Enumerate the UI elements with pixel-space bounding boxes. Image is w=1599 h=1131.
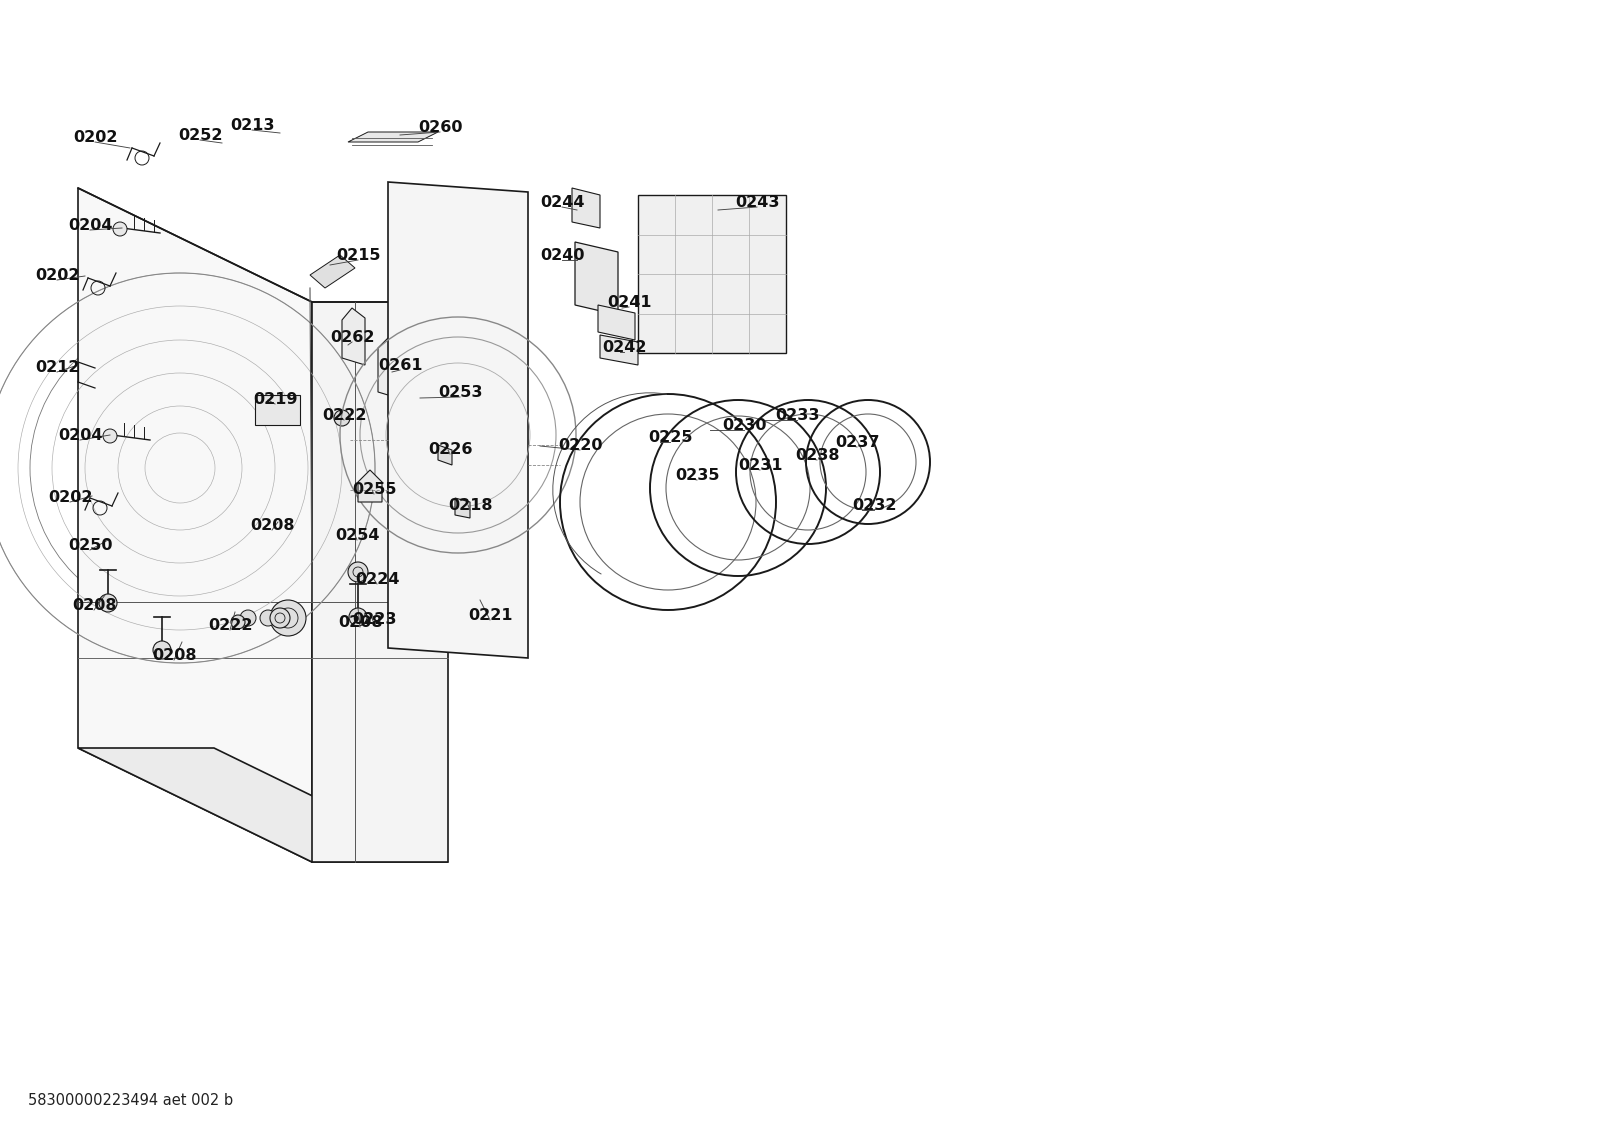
Polygon shape — [312, 302, 448, 862]
Polygon shape — [572, 188, 600, 228]
Circle shape — [334, 411, 350, 426]
Ellipse shape — [456, 586, 508, 618]
Polygon shape — [389, 182, 528, 658]
Text: 0260: 0260 — [417, 120, 462, 135]
Text: 0226: 0226 — [429, 442, 472, 457]
Polygon shape — [598, 305, 635, 340]
Text: 58300000223494 aet 002 b: 58300000223494 aet 002 b — [29, 1093, 233, 1108]
Text: 0242: 0242 — [601, 340, 646, 355]
Circle shape — [154, 641, 171, 659]
Circle shape — [99, 594, 117, 612]
Text: 0219: 0219 — [253, 392, 297, 407]
Polygon shape — [438, 444, 453, 465]
Text: 0202: 0202 — [48, 490, 93, 506]
Polygon shape — [600, 335, 638, 365]
Text: 0222: 0222 — [208, 618, 253, 633]
Bar — [254, 395, 301, 425]
Text: 0238: 0238 — [795, 448, 839, 463]
Text: 0254: 0254 — [336, 528, 379, 543]
Text: 0237: 0237 — [835, 435, 879, 450]
Text: 0233: 0233 — [776, 408, 820, 423]
Circle shape — [261, 610, 277, 625]
Text: 0255: 0255 — [352, 482, 397, 497]
Text: 0235: 0235 — [675, 468, 720, 483]
Text: 0262: 0262 — [329, 330, 374, 345]
Circle shape — [349, 608, 368, 625]
Circle shape — [270, 601, 305, 636]
Text: 0222: 0222 — [321, 408, 366, 423]
Text: 0252: 0252 — [177, 128, 222, 143]
Text: 0250: 0250 — [69, 538, 112, 553]
Text: 0261: 0261 — [377, 359, 422, 373]
Polygon shape — [576, 242, 617, 316]
Bar — [638, 195, 787, 353]
Text: 0202: 0202 — [35, 268, 80, 283]
Text: 0232: 0232 — [852, 498, 897, 513]
Text: 0208: 0208 — [72, 598, 117, 613]
Text: 0244: 0244 — [540, 195, 585, 210]
Polygon shape — [377, 338, 398, 398]
Text: 0208: 0208 — [152, 648, 197, 663]
Text: 0204: 0204 — [58, 428, 102, 443]
Circle shape — [114, 222, 126, 236]
Circle shape — [349, 562, 368, 582]
Polygon shape — [349, 132, 438, 143]
Text: 0221: 0221 — [469, 608, 513, 623]
Circle shape — [230, 615, 245, 629]
Text: 0220: 0220 — [558, 438, 603, 454]
Text: 0202: 0202 — [74, 130, 117, 145]
Text: 0240: 0240 — [540, 248, 585, 264]
Text: 0223: 0223 — [352, 612, 397, 627]
Text: 0218: 0218 — [448, 498, 492, 513]
Text: 0231: 0231 — [739, 458, 782, 473]
Polygon shape — [358, 470, 382, 502]
Text: 0215: 0215 — [336, 248, 381, 264]
Polygon shape — [417, 368, 448, 402]
Polygon shape — [310, 254, 355, 288]
Text: 0204: 0204 — [69, 218, 112, 233]
Polygon shape — [342, 308, 365, 365]
Text: 0208: 0208 — [337, 615, 382, 630]
Text: 0243: 0243 — [736, 195, 779, 210]
Text: 0213: 0213 — [230, 118, 275, 133]
Circle shape — [102, 429, 117, 443]
Circle shape — [270, 608, 289, 628]
Polygon shape — [78, 748, 448, 862]
Text: 0224: 0224 — [355, 572, 400, 587]
Text: 0225: 0225 — [648, 430, 692, 444]
Text: 0241: 0241 — [608, 295, 651, 310]
Circle shape — [240, 610, 256, 625]
Polygon shape — [456, 498, 470, 518]
Text: 0208: 0208 — [249, 518, 294, 533]
Polygon shape — [78, 188, 312, 862]
Text: 0212: 0212 — [35, 360, 80, 375]
Text: 0230: 0230 — [723, 418, 766, 433]
Text: 0253: 0253 — [438, 385, 483, 400]
